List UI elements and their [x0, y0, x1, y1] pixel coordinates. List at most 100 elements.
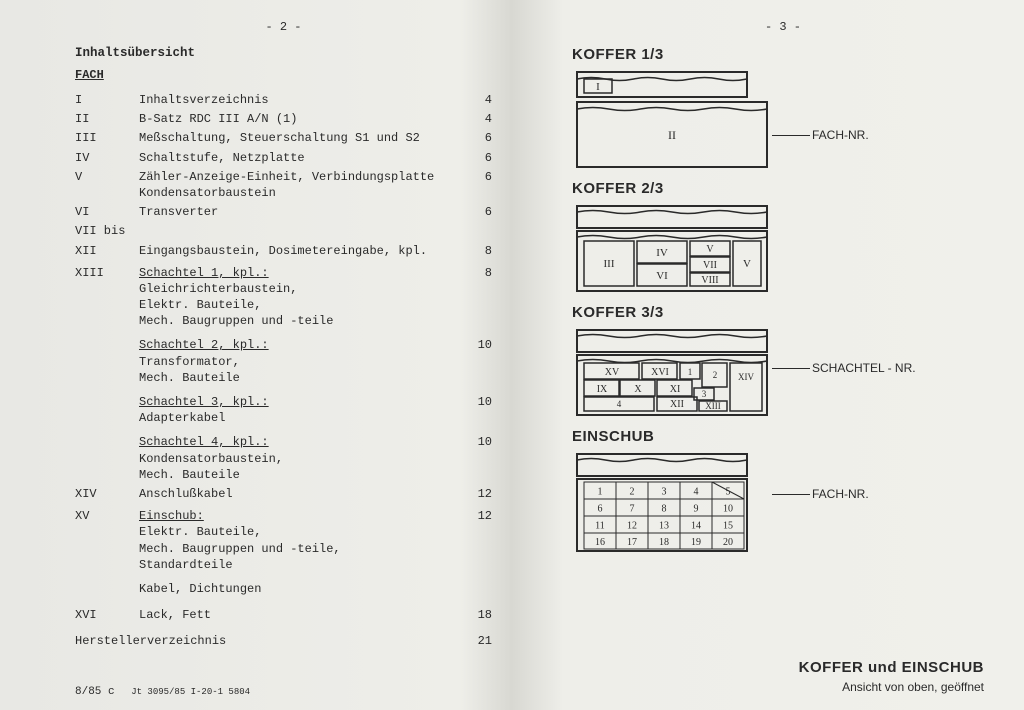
toc-id: VII bis: [75, 223, 139, 239]
svg-text:III: III: [604, 258, 615, 270]
koffer1-title: KOFFER 1/3: [572, 46, 994, 63]
toc-row: Kabel, Dichtungen: [75, 581, 492, 597]
svg-text:10: 10: [723, 504, 733, 515]
toc-id: I: [75, 92, 139, 108]
toc-id: V: [75, 169, 139, 201]
page-right: - 3 - KOFFER 1/3 III FACH-NR. KOFFER 2/3…: [512, 0, 1024, 710]
einschub-title: EINSCHUB: [572, 428, 994, 445]
toc-desc: Schachtel 1, kpl.:Gleichrichterbaustein,…: [139, 265, 462, 330]
svg-text:V: V: [743, 258, 751, 270]
svg-text:18: 18: [659, 537, 669, 548]
koffer3-title: KOFFER 3/3: [572, 304, 994, 321]
toc-row: Schachtel 4, kpl.:Kondensatorbaustein,Me…: [75, 434, 492, 483]
svg-text:9: 9: [694, 504, 699, 515]
svg-text:12: 12: [627, 521, 637, 532]
toc-page: 4: [462, 111, 492, 127]
toc-heading: Inhaltsübersicht: [75, 46, 492, 60]
toc-row: IIIMeßschaltung, Steuerschaltung S1 und …: [75, 130, 492, 146]
toc-desc: Meßschaltung, Steuerschaltung S1 und S2: [139, 130, 462, 146]
toc-row: VII bis: [75, 223, 492, 239]
svg-text:V: V: [706, 244, 714, 255]
footer-code: Jt 3095/85 I-20-1 5804: [131, 687, 250, 697]
einschub-diagram: 1234567891011121314151617181920: [572, 449, 772, 559]
svg-text:15: 15: [723, 521, 733, 532]
toc-row: Schachtel 3, kpl.:Adapterkabel10: [75, 394, 492, 426]
toc-id: [75, 434, 139, 483]
svg-text:XI: XI: [670, 384, 681, 395]
svg-text:8: 8: [662, 504, 667, 515]
svg-text:VI: VI: [656, 270, 668, 282]
toc-desc: Transverter: [139, 204, 462, 220]
footer-right-sub: Ansicht von oben, geöffnet: [799, 680, 984, 694]
toc-page: 8: [462, 265, 492, 330]
svg-text:1: 1: [688, 367, 693, 377]
svg-text:3: 3: [702, 389, 707, 399]
toc-id: [75, 337, 139, 386]
svg-text:I: I: [596, 81, 600, 93]
toc-desc: Lack, Fett: [139, 607, 462, 623]
koffer3-diagram: XVXVI12IXXXI3XIV4XIIXIII: [572, 325, 772, 420]
svg-text:7: 7: [630, 504, 635, 515]
svg-text:17: 17: [627, 537, 637, 548]
svg-text:XIII: XIII: [705, 401, 721, 411]
toc-id: IV: [75, 150, 139, 166]
toc-page: 10: [462, 394, 492, 426]
svg-text:11: 11: [595, 521, 605, 532]
toc-id: [75, 581, 139, 597]
toc-row: XVEinschub:Elektr. Bauteile,Mech. Baugru…: [75, 508, 492, 573]
toc-row: VITransverter6: [75, 204, 492, 220]
svg-text:XII: XII: [670, 399, 684, 410]
svg-text:6: 6: [598, 504, 603, 515]
toc-list: IInhaltsverzeichnis4IIB-Satz RDC III A/N…: [75, 92, 492, 649]
svg-text:XVI: XVI: [651, 367, 669, 378]
toc-id: [75, 394, 139, 426]
svg-text:IV: IV: [656, 247, 668, 259]
koffer3-callout: SCHACHTEL - NR.: [812, 361, 916, 375]
svg-text:IX: IX: [597, 384, 608, 395]
toc-page: 8: [462, 243, 492, 259]
svg-text:3: 3: [662, 487, 667, 498]
svg-text:13: 13: [659, 521, 669, 532]
page-number-right: - 3 -: [572, 20, 994, 34]
toc-page: 6: [462, 150, 492, 166]
toc-row: VZähler-Anzeige-Einheit, Verbindungsplat…: [75, 169, 492, 201]
toc-page: 12: [462, 508, 492, 573]
toc-desc: Eingangsbaustein, Dosimetereingabe, kpl.: [139, 243, 462, 259]
fach-heading: FACH: [75, 68, 492, 82]
toc-page: 6: [462, 204, 492, 220]
toc-desc: Schachtel 4, kpl.:Kondensatorbaustein,Me…: [139, 434, 462, 483]
footer-right-title: KOFFER und EINSCHUB: [799, 659, 984, 676]
toc-page: 6: [462, 169, 492, 201]
footer-date: 8/85 c: [75, 686, 115, 698]
toc-id: III: [75, 130, 139, 146]
toc-page: 6: [462, 130, 492, 146]
svg-text:2: 2: [630, 487, 635, 498]
toc-row: XIVAnschlußkabel12: [75, 486, 492, 502]
svg-text:XV: XV: [605, 367, 620, 378]
koffer1-callout: FACH-NR.: [812, 128, 869, 142]
toc-page: [462, 581, 492, 597]
svg-text:19: 19: [691, 537, 701, 548]
toc-desc: Schachtel 3, kpl.:Adapterkabel: [139, 394, 462, 426]
toc-desc: Schachtel 2, kpl.:Transformator,Mech. Ba…: [139, 337, 462, 386]
toc-row: XVILack, Fett18: [75, 607, 492, 623]
koffer2-diagram: IIIIVVIVVIIVIIIV: [572, 201, 772, 296]
footer-right: KOFFER und EINSCHUB Ansicht von oben, ge…: [799, 659, 984, 694]
toc-desc: B-Satz RDC III A/N (1): [139, 111, 462, 127]
toc-desc: Inhaltsverzeichnis: [139, 92, 462, 108]
footer-left: 8/85 c Jt 3095/85 I-20-1 5804: [75, 686, 250, 698]
svg-text:VIII: VIII: [701, 275, 718, 286]
toc-row: IVSchaltstufe, Netzplatte6: [75, 150, 492, 166]
svg-text:X: X: [634, 384, 642, 395]
toc-id: XVI: [75, 607, 139, 623]
toc-page: 10: [462, 434, 492, 483]
toc-desc: Kabel, Dichtungen: [139, 581, 462, 597]
koffer1-diagram: III: [572, 67, 772, 172]
svg-text:2: 2: [713, 370, 718, 380]
svg-text:14: 14: [691, 521, 701, 532]
toc-desc: Anschlußkabel: [139, 486, 462, 502]
svg-text:II: II: [668, 128, 676, 142]
page-left: - 2 - Inhaltsübersicht FACH IInhaltsverz…: [0, 0, 512, 710]
toc-desc: Einschub:Elektr. Bauteile,Mech. Baugrupp…: [139, 508, 462, 573]
toc-row: XIIISchachtel 1, kpl.:Gleichrichterbaust…: [75, 265, 492, 330]
